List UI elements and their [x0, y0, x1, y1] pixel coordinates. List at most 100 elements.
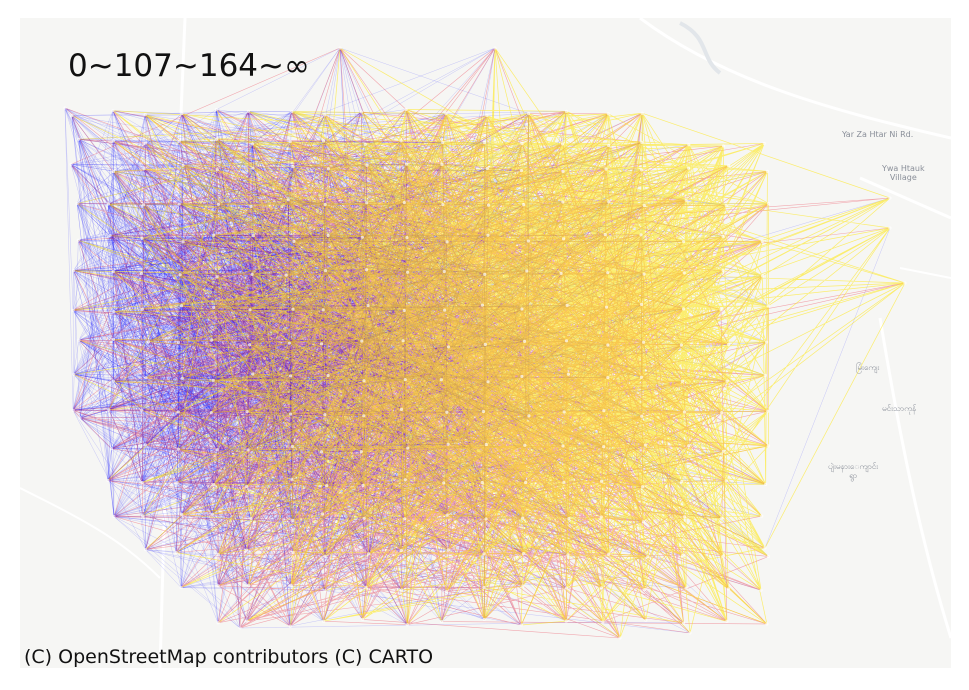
node-marker	[111, 139, 115, 143]
node-marker	[180, 376, 184, 380]
node-marker	[721, 554, 725, 558]
node-marker	[607, 143, 611, 148]
node-marker	[559, 271, 563, 276]
node-marker	[720, 411, 724, 415]
node-marker	[724, 479, 728, 483]
node-marker	[444, 589, 449, 594]
node-marker	[682, 240, 686, 244]
node-marker	[641, 485, 645, 489]
node-marker	[606, 343, 610, 347]
node-marker	[176, 340, 181, 344]
node-marker	[142, 203, 146, 207]
flow-network	[63, 46, 907, 640]
node-marker	[216, 552, 220, 556]
node-marker	[246, 448, 250, 452]
node-marker	[485, 113, 489, 118]
node-marker	[446, 548, 450, 552]
node-marker	[484, 517, 488, 521]
node-marker	[215, 448, 219, 452]
node-marker	[178, 273, 182, 277]
node-marker	[562, 480, 566, 484]
node-marker	[179, 586, 183, 590]
node-marker	[480, 303, 485, 307]
node-marker	[212, 305, 216, 309]
node-marker	[482, 552, 486, 556]
node-marker	[721, 144, 726, 148]
node-marker	[644, 618, 648, 622]
node-marker	[143, 443, 148, 447]
node-marker	[481, 409, 486, 414]
node-marker	[292, 239, 296, 244]
node-marker	[493, 46, 497, 50]
node-marker	[212, 482, 216, 487]
node-marker	[687, 444, 691, 448]
node-marker	[446, 345, 451, 349]
node-marker	[326, 233, 330, 238]
node-marker	[482, 617, 486, 622]
node-marker	[640, 111, 644, 115]
node-marker	[607, 200, 611, 204]
node-marker	[482, 585, 486, 590]
node-marker	[684, 198, 688, 202]
node-marker	[760, 274, 765, 278]
node-marker	[618, 636, 622, 640]
node-marker	[70, 114, 74, 118]
map-frame[interactable]: Yar Za Htar Ni Rd. Ywa Htauk Village မြံ…	[20, 18, 951, 668]
node-marker	[766, 409, 770, 413]
node-marker	[210, 512, 214, 516]
node-marker	[603, 232, 607, 237]
node-marker	[441, 202, 445, 207]
node-marker	[140, 408, 144, 412]
node-marker	[482, 140, 486, 145]
node-marker	[359, 450, 363, 454]
node-marker	[561, 200, 565, 204]
node-marker	[141, 514, 145, 518]
node-marker	[604, 305, 609, 309]
basemap-water	[679, 21, 722, 75]
node-marker	[766, 304, 770, 308]
node-marker	[176, 447, 180, 451]
node-marker	[766, 554, 770, 559]
node-marker	[565, 303, 569, 307]
node-marker	[72, 268, 76, 273]
node-marker	[564, 586, 569, 590]
node-marker	[338, 46, 342, 50]
node-marker	[404, 107, 408, 112]
node-marker	[765, 622, 769, 626]
node-marker	[143, 548, 148, 552]
node-marker	[405, 236, 409, 240]
node-marker	[444, 112, 448, 116]
attribution-text: (C) OpenStreetMap contributors (C) CARTO	[24, 646, 434, 668]
node-marker	[445, 240, 449, 244]
node-marker	[175, 480, 179, 485]
node-marker	[639, 233, 643, 237]
node-marker	[521, 551, 526, 556]
node-marker	[71, 308, 75, 312]
node-marker	[177, 139, 181, 143]
node-marker	[238, 626, 242, 630]
node-marker	[486, 203, 491, 207]
node-marker	[483, 272, 487, 276]
node-marker	[212, 233, 216, 237]
node-marker	[720, 516, 724, 520]
node-marker	[682, 271, 686, 275]
node-marker	[359, 110, 363, 114]
node-marker	[564, 109, 568, 113]
place-label: ပျဲးမနားေကျာင်း ရွာ	[828, 462, 879, 480]
node-marker	[639, 375, 643, 379]
node-marker	[246, 583, 250, 587]
node-marker	[599, 515, 603, 519]
node-marker	[111, 169, 116, 174]
node-marker	[440, 162, 444, 166]
node-marker	[72, 372, 76, 376]
node-marker	[215, 275, 219, 279]
node-marker	[63, 106, 67, 110]
node-marker	[142, 167, 146, 171]
flow-lines-high	[71, 47, 906, 639]
node-marker	[111, 109, 115, 113]
node-marker	[521, 516, 525, 520]
node-marker	[245, 548, 249, 552]
node-marker	[288, 624, 292, 628]
node-marker	[403, 377, 407, 382]
node-marker	[486, 380, 490, 384]
